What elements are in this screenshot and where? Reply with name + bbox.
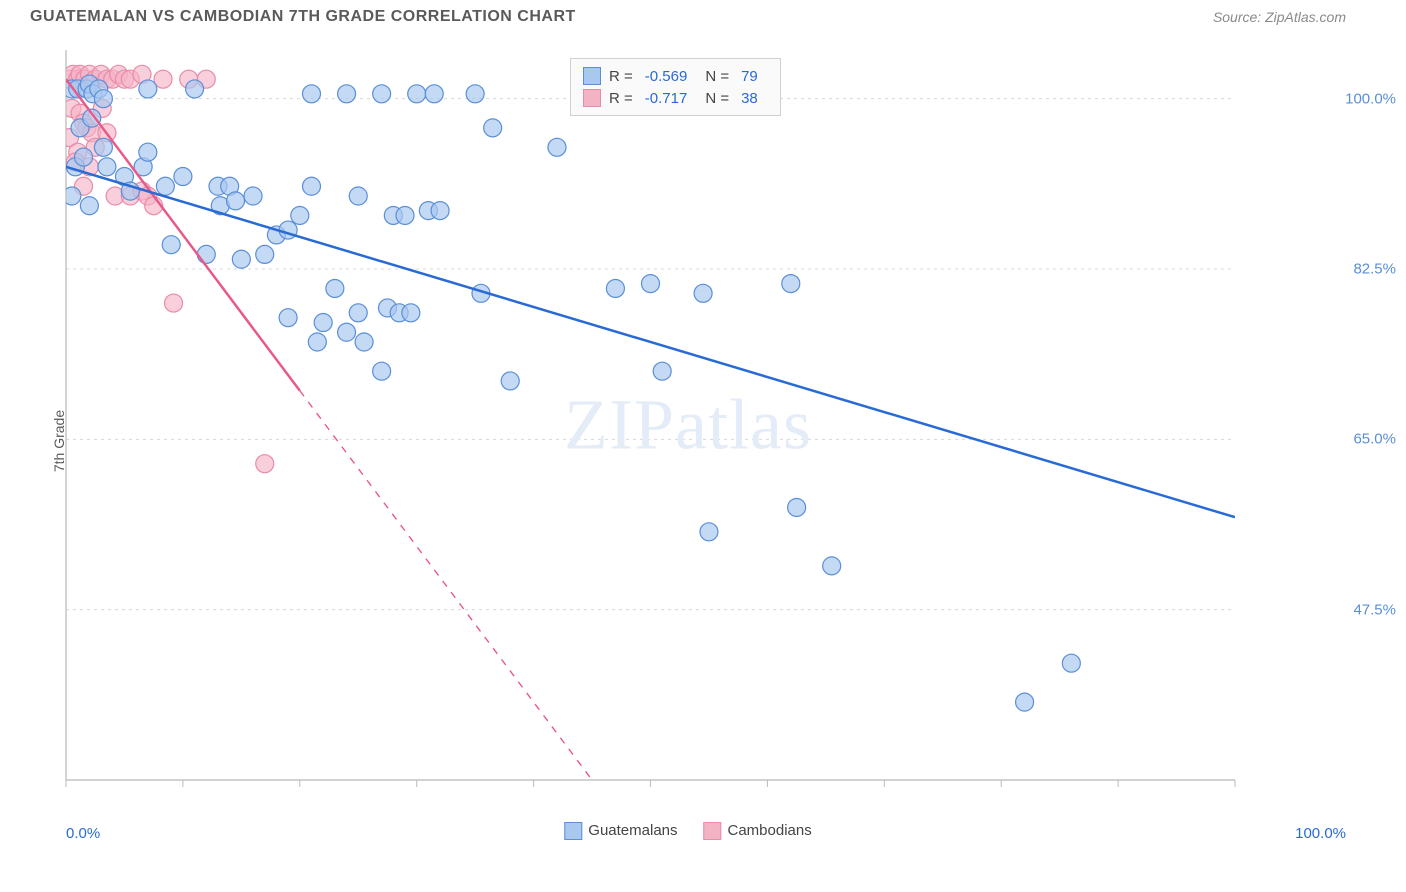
x-axis-max-label: 100.0% [1295, 825, 1346, 842]
legend-swatch [564, 822, 582, 840]
x-axis-min-label: 0.0% [66, 825, 100, 842]
r-value: -0.717 [645, 90, 688, 107]
source-caption: Source: ZipAtlas.com [1213, 9, 1346, 25]
y-tick-label: 47.5% [1353, 601, 1396, 618]
legend-swatch [583, 67, 601, 85]
header: GUATEMALAN VS CAMBODIAN 7TH GRADE CORREL… [0, 0, 1406, 30]
chart-area: 7th Grade ZIPatlas R =-0.569N =79R =-0.7… [30, 40, 1346, 842]
n-value: 38 [741, 90, 758, 107]
legend-label: Cambodians [728, 822, 812, 839]
stats-box: R = -0.569 N = 79 R = -0.717 N = 38 [570, 58, 781, 116]
legend-item: Cambodians [704, 822, 812, 840]
n-value: 79 [741, 68, 758, 85]
n-label: N = [705, 90, 729, 107]
n-label: N = [705, 68, 729, 85]
r-label: R = [609, 90, 633, 107]
y-tick-label: 82.5% [1353, 261, 1396, 278]
bottom-legend: Guatemalans Cambodians [564, 822, 811, 840]
legend-label: Guatemalans [588, 822, 677, 839]
legend-swatch [704, 822, 722, 840]
legend-swatch [583, 89, 601, 107]
y-tick-label: 100.0% [1345, 90, 1396, 107]
scatter-plot [30, 40, 1290, 820]
r-value: -0.569 [645, 68, 688, 85]
y-tick-label: 65.0% [1353, 431, 1396, 448]
plot-container: ZIPatlas R =-0.569N =79R =-0.717N =38 47… [30, 40, 1346, 842]
stats-row: R = -0.717 N = 38 [583, 87, 768, 109]
legend-item: Guatemalans [564, 822, 677, 840]
stats-row: R = -0.569 N = 79 [583, 65, 768, 87]
r-label: R = [609, 68, 633, 85]
chart-title: GUATEMALAN VS CAMBODIAN 7TH GRADE CORREL… [30, 8, 576, 26]
